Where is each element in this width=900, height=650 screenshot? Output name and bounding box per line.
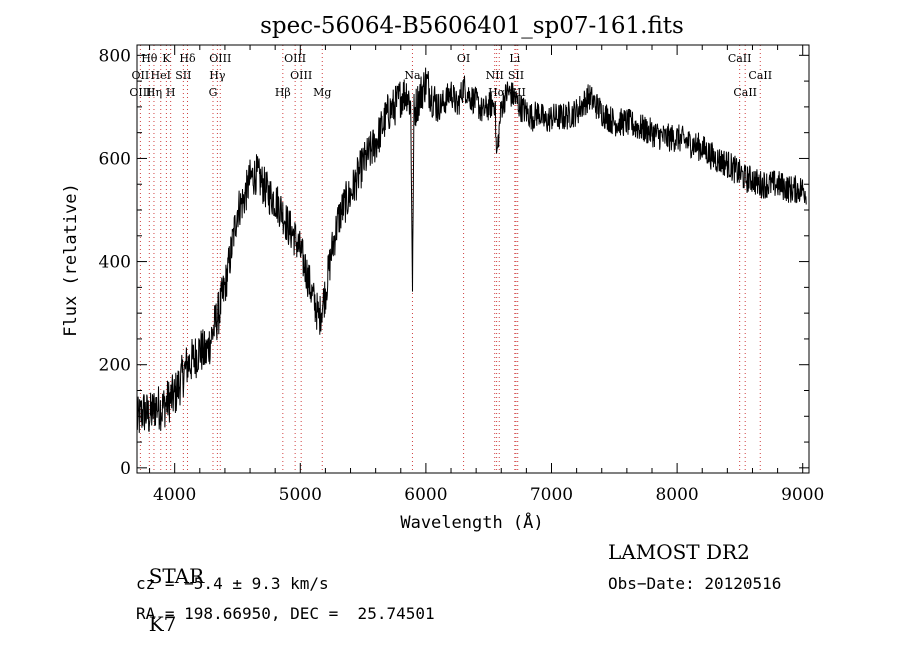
x-tick-label: 4000 (153, 485, 196, 505)
line-label: OIII (209, 52, 231, 65)
line-label: OIII (284, 52, 306, 65)
spectrum-line (136, 67, 807, 433)
x-tick-label: 9000 (781, 485, 824, 505)
x-tick-label: 8000 (655, 485, 698, 505)
line-label: CaII (748, 69, 772, 82)
line-label: Hγ (209, 69, 226, 82)
line-label: CaII (728, 52, 752, 65)
line-label: Hβ (275, 86, 291, 99)
line-label: H (166, 86, 176, 99)
line-label: Na (404, 69, 421, 82)
object-class-text: STAR (148, 564, 205, 588)
x-tick-label: 6000 (404, 485, 447, 505)
line-label: Li (509, 52, 520, 65)
line-label: OII (132, 69, 150, 82)
line-label: OI (457, 52, 470, 65)
line-label: Hθ (141, 52, 158, 65)
line-label: SII (175, 69, 191, 82)
y-axis-label: Flux (relative) (61, 183, 81, 337)
y-tick-label: 800 (99, 46, 131, 66)
line-labels: Hθ K Hδ OIII OIII OI Li CaII OII HeI SII Hγ OIII Na NI… (129, 52, 772, 99)
line-label: Hδ (179, 52, 196, 65)
object-class: STAR K7 (136, 540, 204, 636)
survey-name: LAMOST DR2 (608, 540, 750, 564)
coordinates-text: RA = 198.66950, DEC = 25.74501 (136, 604, 435, 623)
marker-lines (139, 45, 761, 473)
line-label: CaII (733, 86, 757, 99)
line-label: Hα (488, 86, 506, 99)
x-tick-label: 7000 (530, 485, 573, 505)
y-tick-label: 400 (99, 253, 131, 273)
y-tick-label: 200 (99, 356, 131, 376)
x-axis-label: Wavelength (Å) (400, 511, 543, 533)
line-label: G (209, 86, 218, 99)
line-label: OIII (129, 86, 151, 99)
line-label: NII (486, 69, 504, 82)
line-label: OIII (290, 69, 312, 82)
redshift-text: cz = −5.4 ± 9.3 km/s (136, 574, 329, 593)
line-label: SII (508, 69, 524, 82)
line-label: K (162, 52, 171, 65)
spectrum-chart: spec-56064-B5606401_sp07-161.fits Hθ K Hδ O… (61, 13, 824, 533)
obs-date-text: Obs−Date: 20120516 (608, 574, 782, 593)
x-tick-label: 5000 (279, 485, 322, 505)
plot-frame (136, 44, 810, 474)
line-label: Mg (313, 86, 331, 99)
y-tick-label: 0 (120, 459, 131, 479)
y-tick-label: 600 (99, 149, 131, 169)
y-ticks: 0 200 400 600 800 (99, 46, 809, 479)
x-ticks: 4000 5000 6000 7000 8000 9000 (149, 45, 824, 505)
line-label: HeI (151, 69, 171, 82)
line-label: Hη (146, 86, 162, 99)
chart-title: spec-56064-B5606401_sp07-161.fits (260, 13, 684, 39)
subclass-text: K7 (148, 612, 177, 636)
